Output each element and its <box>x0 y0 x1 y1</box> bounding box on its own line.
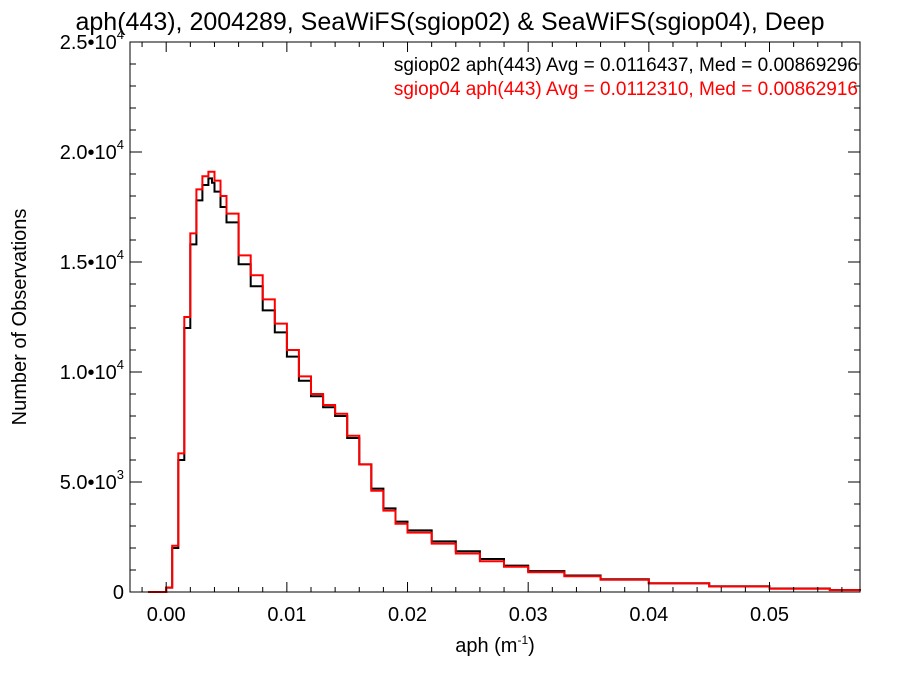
x-tick-label: 0.00 <box>147 604 186 626</box>
y-tick-label: 2.5•104 <box>60 27 124 54</box>
y-tick-label-exponent: 4 <box>117 247 124 262</box>
y-tick-label: 1.5•104 <box>60 247 124 274</box>
x-axis-label-close: ) <box>528 635 535 657</box>
legend-entry-sgiop04: sgiop04 aph(443) Avg = 0.0112310, Med = … <box>394 79 858 100</box>
y-tick-label-base: 0 <box>113 582 124 604</box>
y-tick-label-exponent: 4 <box>117 137 124 152</box>
y-axis-label: Number of Observations <box>9 209 31 426</box>
series-line-2 <box>148 170 861 593</box>
y-tick-label-base: 2.5•10 <box>60 32 117 54</box>
plot-frame <box>129 41 861 593</box>
y-tick-label-base: 5.0•10 <box>60 472 117 494</box>
x-tick-label: 0.05 <box>750 604 789 626</box>
x-tick-label: 0.01 <box>267 604 306 626</box>
x-axis-label-superscript: -1 <box>517 633 528 647</box>
y-tick-label: 0 <box>113 582 124 604</box>
x-tick-label: 0.04 <box>629 604 668 626</box>
x-tick-label: 0.03 <box>509 604 548 626</box>
chart-title: aph(443), 2004289, SeaWiFS(sgiop02) & Se… <box>75 8 824 36</box>
y-tick-label-exponent: 3 <box>117 467 124 482</box>
x-axis-label: aph (m-1) <box>455 633 535 657</box>
x-axis-label-main: aph (m <box>455 635 517 657</box>
y-tick-label-base: 1.0•10 <box>60 362 117 384</box>
y-tick-label-base: 2.0•10 <box>60 142 117 164</box>
series-line-1 <box>148 177 861 593</box>
legend-entry-sgiop02: sgiop02 aph(443) Avg = 0.0116437, Med = … <box>394 55 858 76</box>
y-tick-label-exponent: 4 <box>117 357 124 372</box>
y-tick-label: 1.0•104 <box>60 357 124 384</box>
y-tick-label: 2.0•104 <box>60 137 124 164</box>
series-layer <box>148 170 861 593</box>
x-axis: 0.00 0.01 0.02 0.03 0.04 0.05 <box>141 42 843 626</box>
y-tick-label-exponent: 4 <box>117 27 124 42</box>
y-tick-label: 5.0•103 <box>60 467 124 494</box>
y-tick-label-base: 1.5•10 <box>60 252 117 274</box>
x-tick-label: 0.02 <box>388 604 427 626</box>
